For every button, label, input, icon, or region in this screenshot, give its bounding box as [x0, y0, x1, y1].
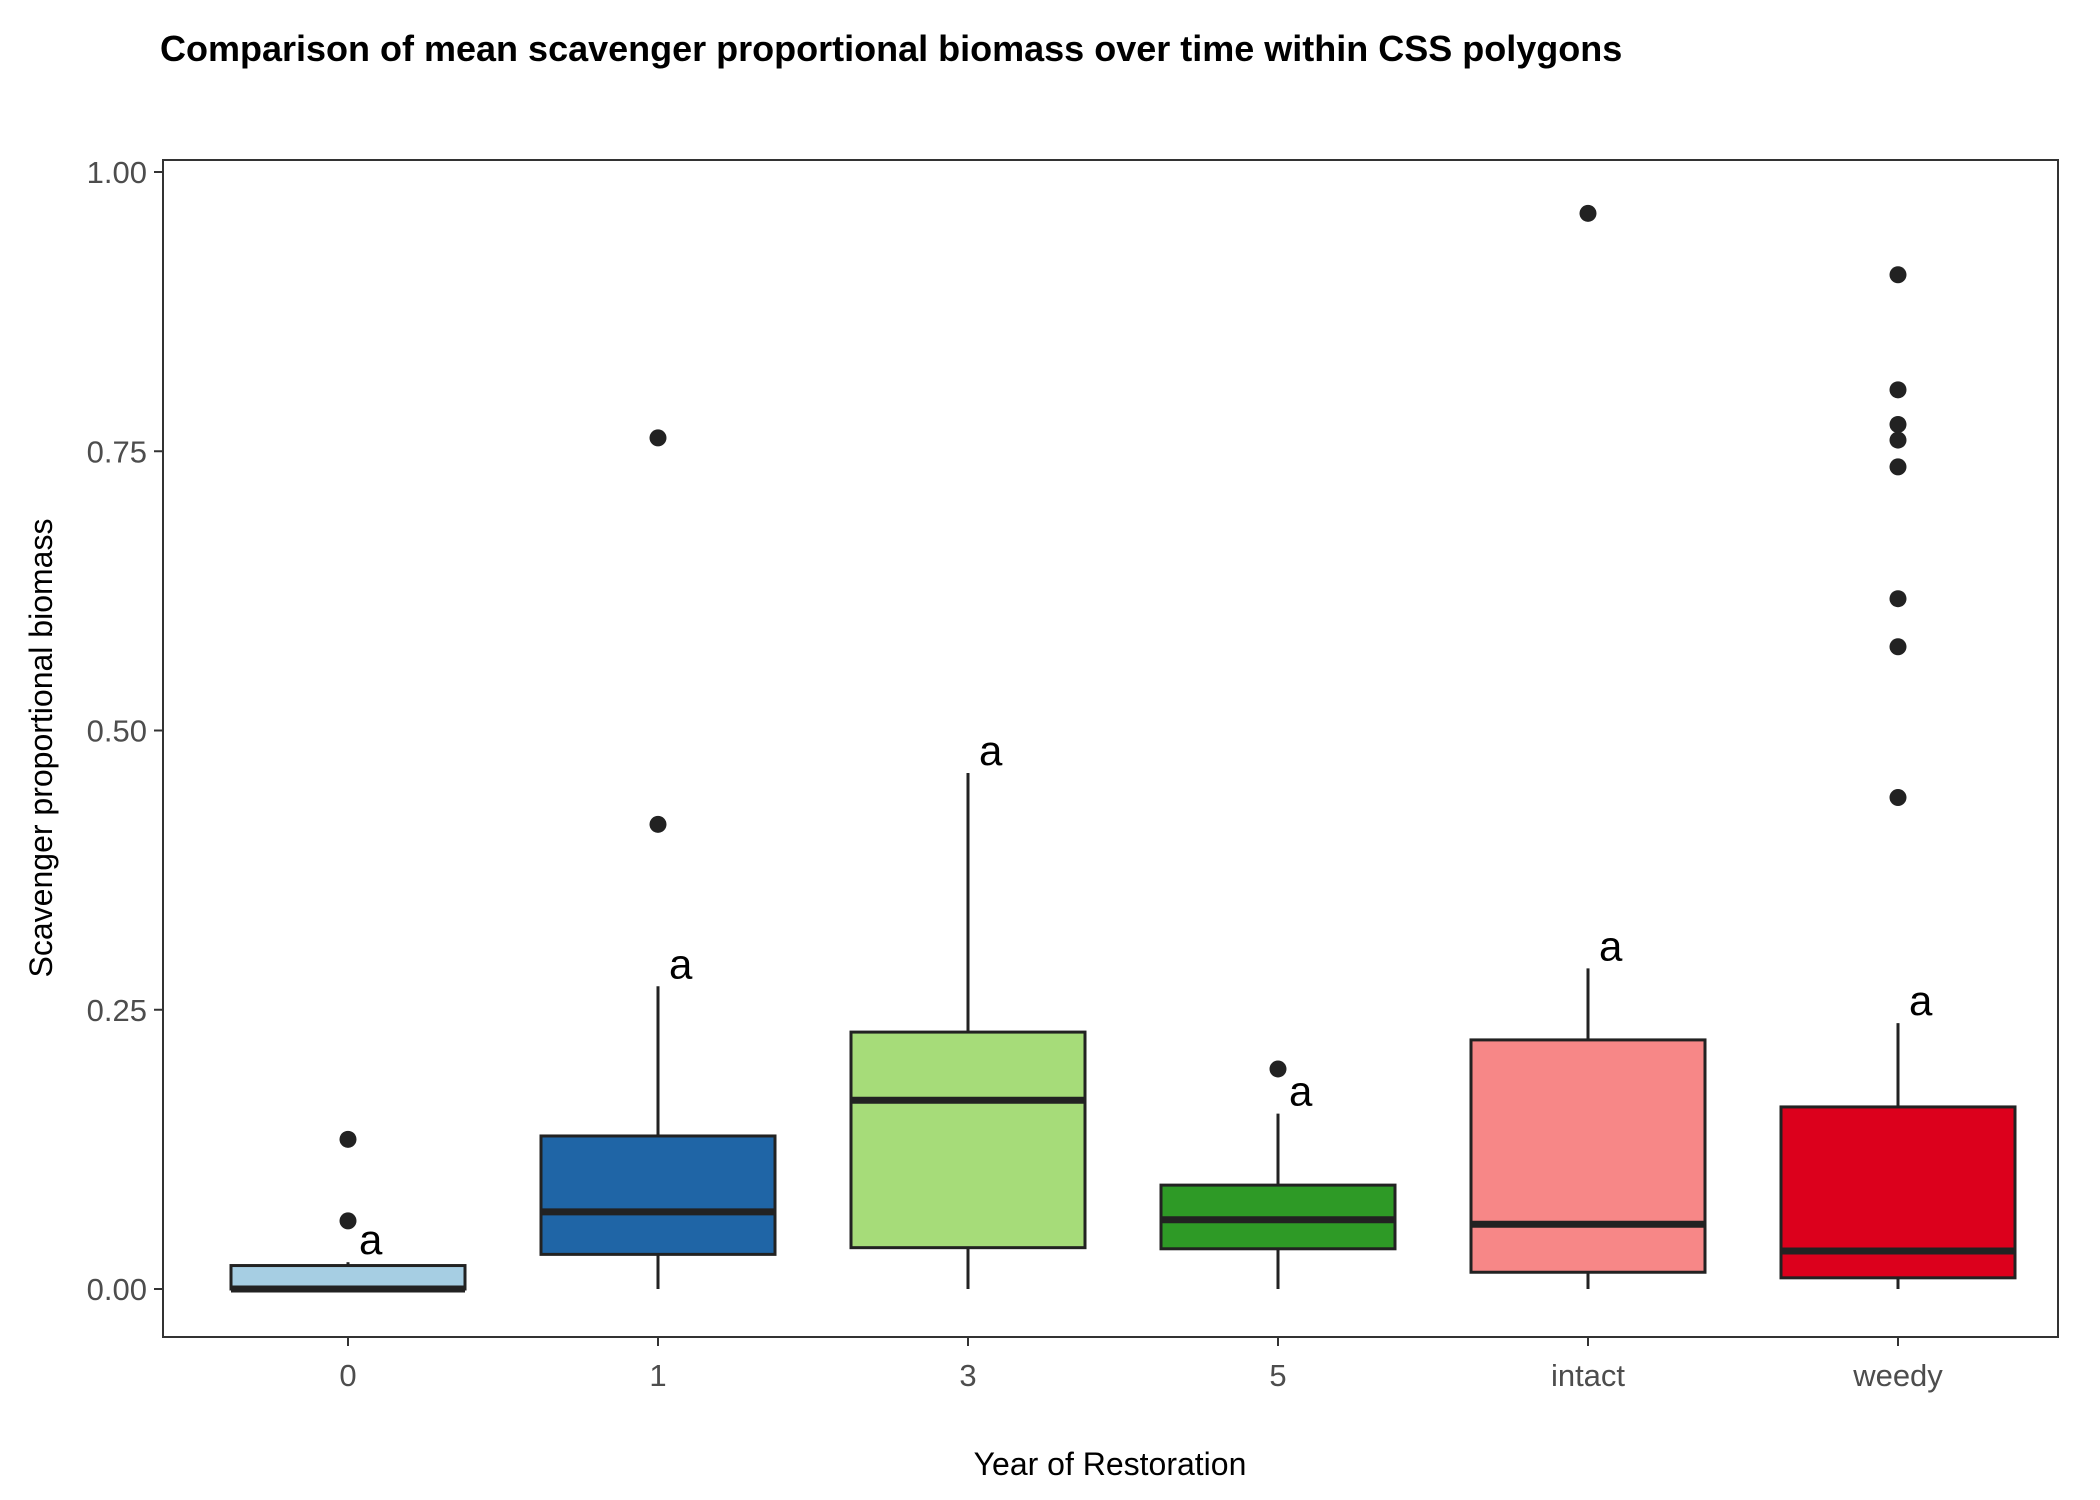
x-tick-label: 1 [649, 1358, 666, 1393]
y-axis-title: Scavenger proportional biomass [23, 519, 59, 978]
box-iqr [1469, 1038, 1707, 1274]
x-axis-title: Year of Restoration [974, 1446, 1247, 1482]
significance-label: a [979, 727, 1003, 774]
y-tick-label: 1.00 [87, 155, 147, 190]
y-tick-label: 0.50 [87, 714, 147, 749]
significance-label: a [1289, 1068, 1313, 1115]
box-group-3: a [849, 727, 1087, 1289]
x-tick-label: intact [1551, 1358, 1625, 1393]
axes-layer: 0.00 0.25 0.50 0.75 1.00 0 1 3 5 intact weedy [87, 155, 1944, 1393]
x-tick-label: weedy [1852, 1358, 1943, 1393]
significance-label: a [359, 1216, 383, 1263]
y-tick-label: 0.25 [87, 993, 147, 1028]
significance-label: a [1599, 922, 1623, 969]
box-group-intact: a [1469, 204, 1707, 1289]
outlier-point [1889, 458, 1907, 476]
plot-panel-border [162, 159, 2059, 1338]
box-group-weedy: a [1779, 266, 2017, 1289]
y-tick-label: 0.75 [87, 434, 147, 469]
outlier-point [1269, 1060, 1287, 1078]
outlier-point [1889, 415, 1907, 433]
outlier-point [649, 815, 667, 833]
outlier-point [339, 1130, 357, 1148]
outlier-point [649, 429, 667, 447]
box-iqr [849, 1030, 1087, 1250]
chart-title: Comparison of mean scavenger proportiona… [160, 28, 1623, 69]
outlier-point [1889, 789, 1907, 807]
x-tick-label: 3 [959, 1358, 976, 1393]
box-iqr [539, 1134, 777, 1256]
outlier-point [1889, 431, 1907, 449]
outlier-point [339, 1212, 357, 1230]
x-tick-label: 5 [1269, 1358, 1286, 1393]
box-group-0: a [229, 1130, 467, 1293]
significance-label: a [669, 940, 693, 987]
box-group-1: a [539, 429, 777, 1289]
x-tick-label: 0 [339, 1358, 356, 1393]
significance-label: a [1909, 977, 1933, 1024]
outlier-point [1579, 204, 1597, 222]
box-iqr [229, 1264, 467, 1291]
boxes-layer: a a a a a a [229, 204, 2017, 1293]
outlier-point [1889, 590, 1907, 608]
box-group-5: a [1159, 1060, 1397, 1289]
outlier-point [1889, 381, 1907, 399]
y-tick-label: 0.00 [87, 1272, 147, 1307]
outlier-point [1889, 266, 1907, 284]
outlier-point [1889, 638, 1907, 656]
